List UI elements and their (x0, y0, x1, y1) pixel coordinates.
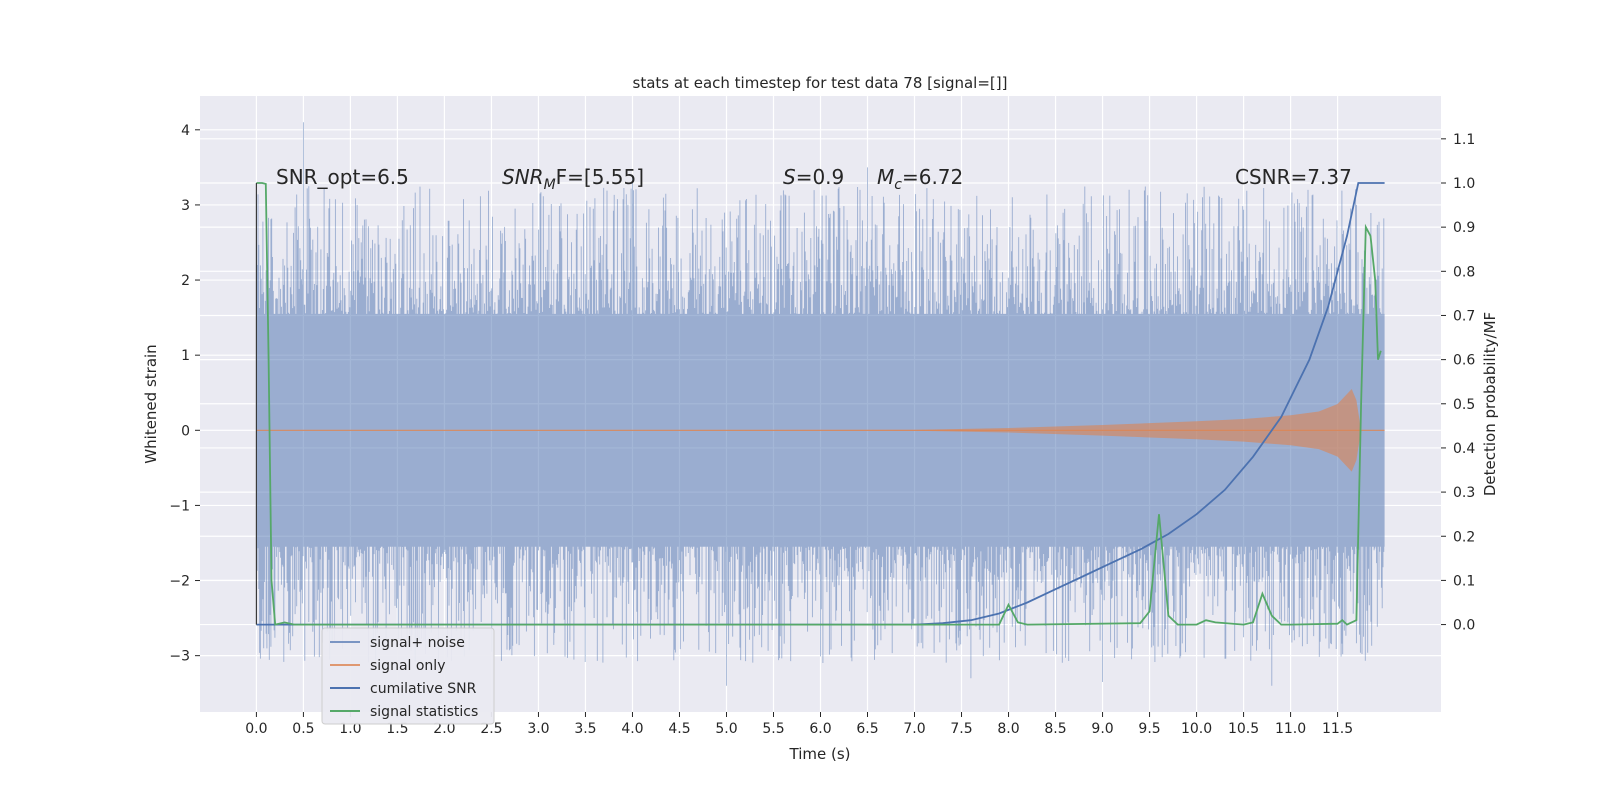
chart-title: stats at each timestep for test data 78 … (633, 74, 1008, 92)
legend-entry: signal statistics (370, 704, 478, 720)
annotation-snr-mf-main: SNR (502, 165, 544, 189)
y-tick-label-right: 0.6 (1453, 353, 1475, 369)
y-tick-label-right: 1.0 (1453, 176, 1475, 192)
annotation-mc: Mc=6.72 (877, 165, 963, 193)
y-tick-label-right: 0.9 (1453, 220, 1475, 236)
x-tick-label: 2.5 (480, 721, 502, 737)
x-tick-label: 2.0 (433, 721, 455, 737)
y-tick-label-left: −2 (169, 574, 190, 590)
x-tick-label: 11.0 (1275, 721, 1306, 737)
x-tick-label: 1.5 (386, 721, 408, 737)
ticks: 0.0 0.5 1.0 1.5 2.0 2.5 3.0 3.5 4.0 4.5 5.0 5.5 6.0 6… (169, 123, 1475, 737)
x-tick-label: 3.5 (574, 721, 596, 737)
y-tick-label-right: 0.2 (1453, 529, 1475, 545)
y-tick-label-right: 0.8 (1453, 264, 1475, 280)
legend-box (321, 627, 495, 725)
y-tick-label-right: 1.1 (1453, 132, 1475, 148)
y-tick-label-left: −1 (169, 498, 190, 514)
x-tick-label: 7.0 (903, 721, 925, 737)
y-tick-label-left: 1 (181, 348, 190, 364)
y-tick-label-left: 3 (181, 198, 190, 214)
x-tick-label: 9.5 (1138, 721, 1160, 737)
y-tick-label-left: 4 (181, 123, 190, 139)
x-tick-label: 1.0 (339, 721, 361, 737)
y-tick-label-right: 0.1 (1453, 573, 1475, 589)
x-tick-label: 0.0 (245, 721, 267, 737)
annotation-mc-rest: =6.72 (902, 165, 963, 189)
annotation-snr-mf: SNRMF=[5.55] (502, 165, 644, 193)
x-tick-label: 0.5 (292, 721, 314, 737)
annotation-snr-mf-rest: F=[5.55] (556, 165, 644, 189)
x-tick-label: 8.5 (1044, 721, 1066, 737)
x-tick-label: 5.0 (715, 721, 737, 737)
y-tick-label-left: 0 (181, 423, 190, 439)
legend-entry: cumilative SNR (370, 681, 477, 697)
y-tick-label-left: −3 (169, 649, 190, 665)
annotation-snr-mf-sub: M (544, 177, 556, 193)
x-axis-label: Time (s) (789, 745, 851, 763)
x-tick-label: 4.5 (668, 721, 690, 737)
y-tick-label-right: 0.7 (1453, 308, 1475, 324)
series-signal-statistics (256, 182, 1382, 626)
x-tick-label: 7.5 (950, 721, 972, 737)
annotation-csnr: CSNR=7.37 (1235, 165, 1352, 189)
x-tick-label: 4.0 (621, 721, 643, 737)
y-tick-label-right: 0.4 (1453, 441, 1475, 457)
annotation-s: S=0.9 (783, 165, 844, 189)
series-cumulative-snr (256, 182, 1385, 626)
x-tick-label: 3.0 (527, 721, 549, 737)
annotation-snr-opt: SNR_opt=6.5 (276, 165, 409, 189)
legend-entry: signal only (370, 658, 445, 674)
legend-entry: signal+ noise (370, 635, 465, 651)
y-tick-label-right: 0.0 (1453, 618, 1475, 634)
y-axis-label-right: Detection probability/MF (1481, 312, 1499, 496)
x-tick-label: 10.0 (1181, 721, 1212, 737)
series-layer (255, 122, 1385, 686)
annotation-s-rest: =0.9 (796, 165, 845, 189)
x-tick-label: 11.5 (1322, 721, 1353, 737)
x-tick-label: 10.5 (1228, 721, 1259, 737)
y-tick-label-right: 0.5 (1453, 397, 1475, 413)
legend: signal+ noise signal only cumilative SNR si… (321, 627, 495, 725)
y-tick-label-left: 2 (181, 273, 190, 289)
x-tick-label: 9.0 (1091, 721, 1113, 737)
annotation-mc-main: M (877, 165, 894, 189)
annotation-s-main: S (783, 165, 796, 189)
x-tick-label: 5.5 (762, 721, 784, 737)
x-tick-label: 6.0 (809, 721, 831, 737)
y-tick-label-right: 0.3 (1453, 485, 1475, 501)
y-axis-label-left: Whitened strain (142, 344, 160, 463)
x-tick-label: 6.5 (856, 721, 878, 737)
x-tick-label: 8.0 (997, 721, 1019, 737)
annotation-mc-sub: c (894, 177, 902, 193)
